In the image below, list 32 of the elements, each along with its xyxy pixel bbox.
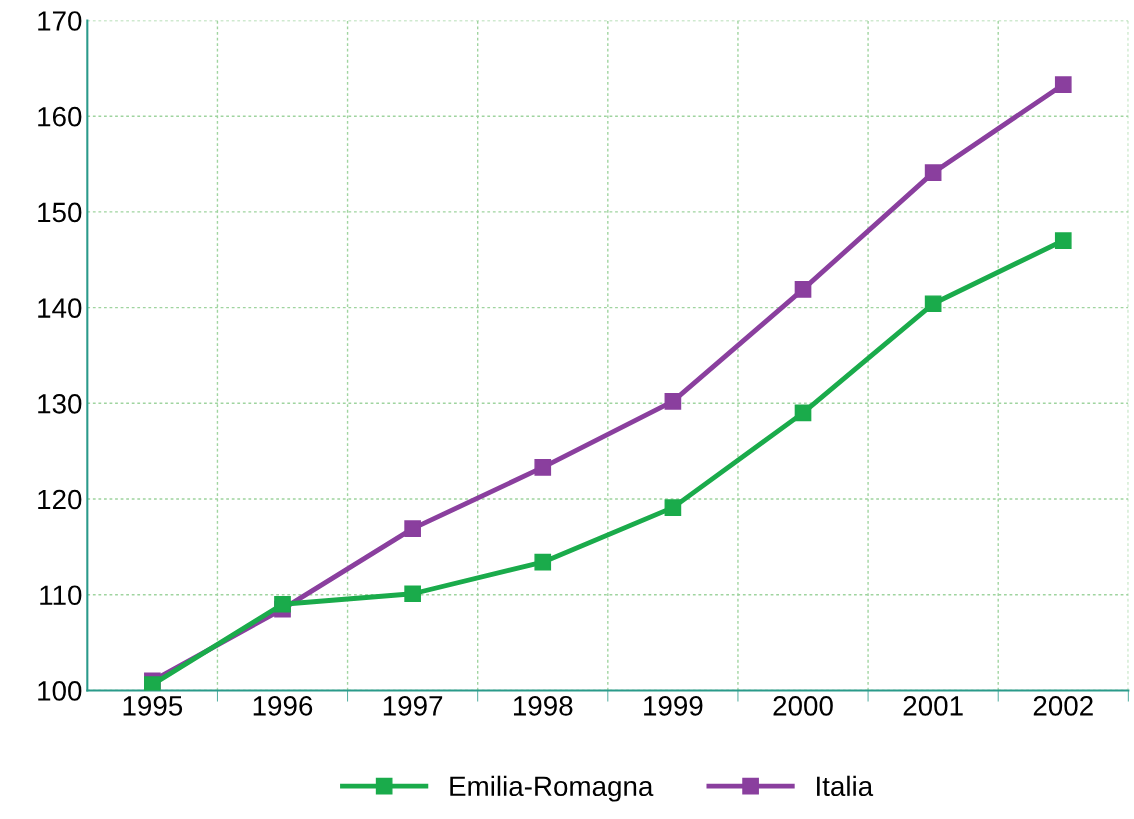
x-tick-label: 1998	[513, 696, 573, 716]
x-tick-label: 2002	[1033, 696, 1093, 716]
point	[664, 393, 682, 410]
y-tick-label: 110	[40, 585, 82, 606]
x-tick-label: 1995	[123, 696, 183, 716]
point	[404, 585, 421, 603]
x-tick-label: 2001	[903, 696, 963, 716]
x-tick-label: 1997	[383, 696, 443, 716]
x-tick-label: 1999	[644, 696, 703, 716]
point	[404, 520, 421, 538]
point	[534, 459, 552, 476]
point	[1054, 76, 1072, 93]
point	[794, 404, 812, 422]
point	[274, 595, 291, 613]
y-tick-label: 160	[38, 106, 82, 127]
point	[664, 499, 682, 516]
x-tick-label: 1996	[253, 696, 313, 716]
y-tick-label: 120	[38, 489, 82, 510]
point	[144, 676, 161, 691]
point	[794, 281, 812, 298]
x-tick-label: 2000	[773, 696, 833, 716]
point	[534, 553, 552, 571]
y-tick-label: 170	[38, 11, 82, 31]
y-tick-label: 100	[38, 681, 82, 701]
y-tick-label: 150	[38, 202, 82, 223]
point	[924, 295, 942, 313]
point	[924, 164, 942, 181]
legend-label: Italia	[817, 775, 874, 797]
point	[1054, 232, 1072, 249]
legend-label: Emilia-Romagna	[450, 775, 654, 802]
y-tick-label: 140	[38, 298, 82, 318]
y-tick-label: 130	[38, 393, 82, 414]
